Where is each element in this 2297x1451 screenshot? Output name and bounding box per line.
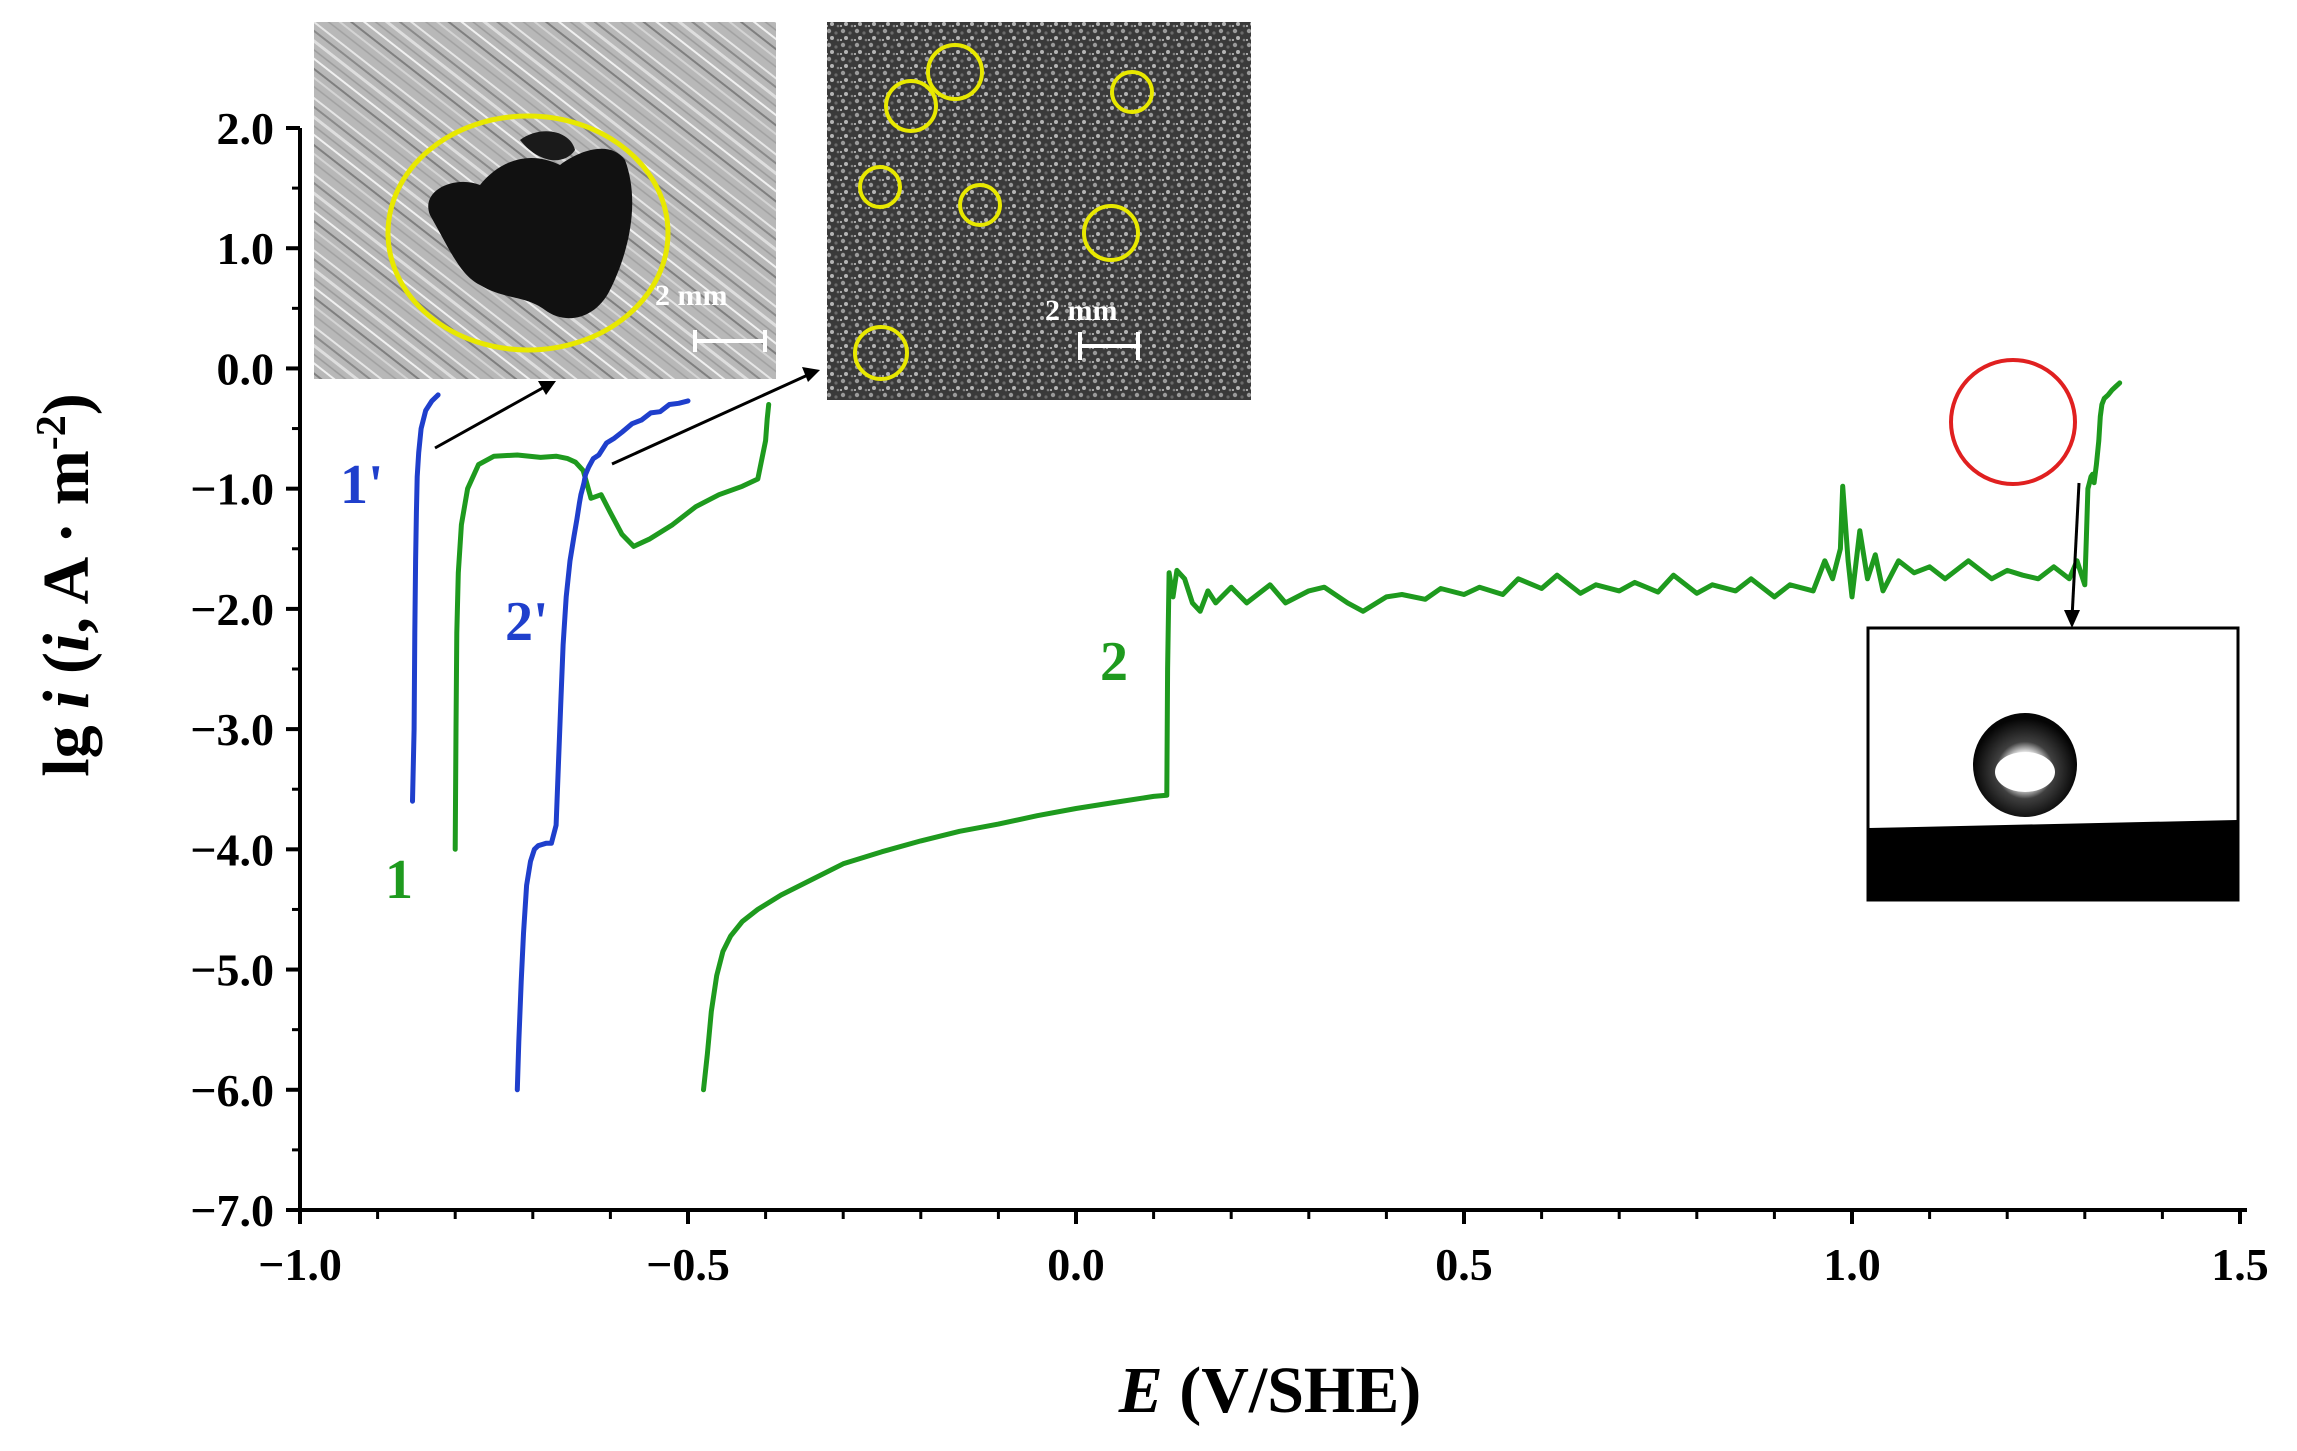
optical-scale-bar xyxy=(693,330,767,352)
arrow-to-sem xyxy=(611,372,811,466)
sem-circle xyxy=(1110,70,1154,114)
pit-dark-region xyxy=(428,148,633,319)
series-layer xyxy=(410,380,2123,1093)
y-tick-label: −7.0 xyxy=(190,1185,274,1236)
pit-yellow-circle xyxy=(385,113,671,353)
y-tick-label: 1.0 xyxy=(217,223,275,274)
series-line-1-prime xyxy=(410,392,441,804)
series-line-1 xyxy=(452,402,772,852)
y-tick-label: 0.0 xyxy=(217,343,275,394)
sem-circle xyxy=(858,165,902,209)
axes: 2.0 1.0 0.0 −1.0 −2.0 −3.0 −4.0 −5.0 −6.0 −7.0 −1… xyxy=(190,103,2268,1290)
inset-arrows xyxy=(434,367,2081,628)
arrowhead-optical xyxy=(538,381,556,395)
sem-circle xyxy=(1082,204,1140,262)
sem-circle xyxy=(853,325,909,381)
breakdown-red-circle xyxy=(1949,358,2077,486)
x-axis-title: E (V/SHE) xyxy=(1118,1354,1422,1427)
substrate xyxy=(1869,820,2237,899)
y-tick-label: −2.0 xyxy=(190,584,274,635)
y-tick-label: −4.0 xyxy=(190,824,274,875)
contact-angle-inset xyxy=(1866,626,2240,902)
sem-background xyxy=(827,22,1251,400)
x-tick-label: −1.0 xyxy=(258,1239,342,1290)
x-tick-label: 0.0 xyxy=(1047,1239,1105,1290)
droplet-highlight xyxy=(1995,752,2055,792)
x-tick-label: 0.5 xyxy=(1435,1239,1493,1290)
y-tick-label: −6.0 xyxy=(190,1065,274,1116)
sem-scale-label: 2 mm xyxy=(1045,294,1117,327)
arrow-to-optical xyxy=(434,383,549,450)
optical-pit-inset: 2 mm xyxy=(314,22,776,379)
curve-label-1-prime: 1' xyxy=(340,454,384,516)
y-tick-label: −3.0 xyxy=(190,704,274,755)
sem-circle xyxy=(884,79,938,133)
series-line-2-prime xyxy=(514,398,691,1093)
arrowhead-sem xyxy=(802,367,820,382)
sem-yellow-circles xyxy=(853,43,1154,381)
optical-scale-label: 2 mm xyxy=(655,279,727,312)
curve-label-1: 1 xyxy=(385,849,413,911)
curve-label-2: 2 xyxy=(1100,631,1128,693)
y-tick-label: 2.0 xyxy=(217,103,275,154)
arrowhead-droplet xyxy=(2064,610,2080,628)
x-tick-label: 1.5 xyxy=(2211,1239,2269,1290)
curve-label-2-prime: 2' xyxy=(505,591,549,653)
sem-circle xyxy=(926,43,984,101)
sem-circle xyxy=(958,183,1002,227)
sem-scale-bar xyxy=(1078,332,1140,360)
pit-small-region xyxy=(520,131,575,161)
x-tick-label: −0.5 xyxy=(646,1239,730,1290)
sem-pits-inset: 2 mm xyxy=(827,22,1251,400)
x-tick-label: 1.0 xyxy=(1823,1239,1881,1290)
x-ticks: −1.0 −0.5 0.0 0.5 1.0 1.5 xyxy=(258,1210,2269,1290)
y-ticks: 2.0 1.0 0.0 −1.0 −2.0 −3.0 −4.0 −5.0 −6.0 −7.0 xyxy=(190,103,300,1236)
arrow-to-droplet xyxy=(2070,482,2081,619)
y-axis-title: lg i (i, A · m-2) xyxy=(29,393,103,776)
y-tick-label: −1.0 xyxy=(190,464,274,515)
y-tick-label: −5.0 xyxy=(190,945,274,996)
